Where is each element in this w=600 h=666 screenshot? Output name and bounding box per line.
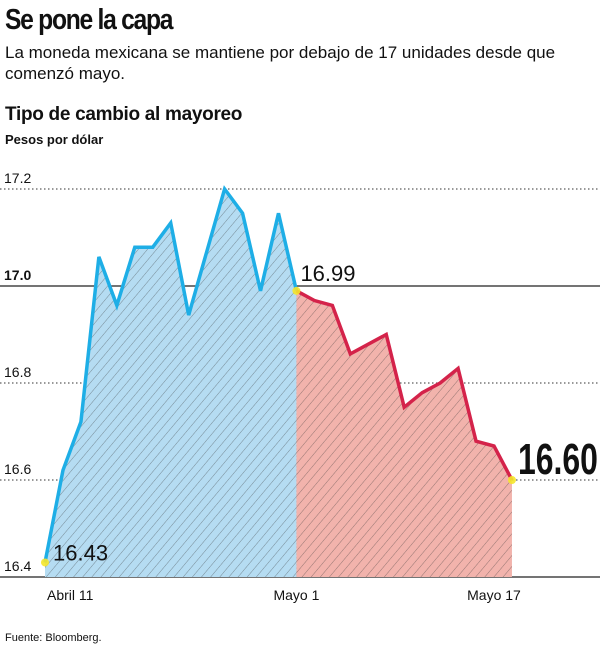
y-axis-label: Pesos por dólar [5,132,104,147]
chart-title: Tipo de cambio al mayoreo [5,104,243,125]
headline: Se pone la capa [5,4,173,36]
source-note: Fuente: Bloomberg. [5,632,102,644]
series-hatch [296,290,512,577]
value-annotation: 16.99 [300,261,355,286]
x-tick-label: Abril 11 [47,587,94,603]
y-tick-label: 16.6 [4,461,31,477]
y-tick-label: 17.2 [4,170,31,186]
y-tick-label: 16.8 [4,364,31,380]
value-annotation: 16.60 [518,435,598,484]
x-tick-label: Mayo 1 [273,587,319,603]
series-hatch [45,189,297,577]
value-annotation: 16.43 [53,540,108,565]
y-tick-label: 17.0 [4,267,31,283]
y-tick-label: 16.4 [4,558,31,574]
highlight-marker [292,286,301,295]
highlight-marker [41,558,49,567]
subtitle: La moneda mexicana se mantiene por debaj… [5,43,556,83]
x-tick-label: Mayo 17 [467,587,521,603]
highlight-marker [507,476,516,484]
